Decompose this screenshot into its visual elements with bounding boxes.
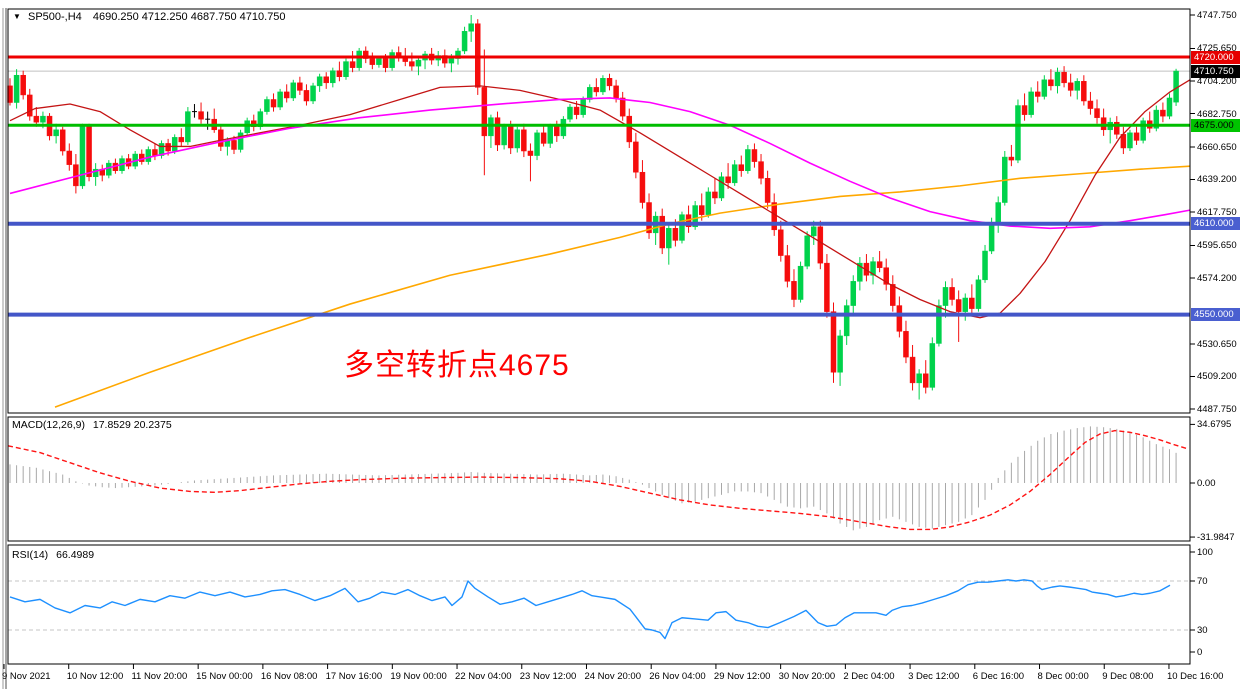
price-badge: 4720.000 [1191,50,1240,64]
price-tick-label: 4509.200 [1197,371,1237,383]
price-badge: 4550.000 [1191,308,1240,322]
rsi-tick-label: 70 [1197,576,1208,587]
text-annotation[interactable]: 多空转折点4675 [344,349,570,382]
price-tick-label: 4704.200 [1197,75,1237,87]
rsi-indicator-name: RSI(14) [12,549,49,561]
time-tick-label: 15 Nov 00:00 [196,671,253,682]
time-tick-label: 30 Nov 20:00 [778,671,836,682]
time-tick-label: 16 Nov 08:00 [260,671,318,682]
time-tick-label: 9 Nov 2021 [2,671,51,682]
price-tick-label: 4487.750 [1197,404,1237,415]
time-tick-label: 6 Dec 16:00 [972,671,1025,682]
rsi-tick-label: 0 [1197,647,1203,658]
time-tick-label: 17 Nov 16:00 [325,671,383,682]
price-tick-label: 4530.650 [1197,338,1237,350]
time-tick-label: 10 Nov 12:00 [66,671,124,682]
time-tick-label: 19 Nov 00:00 [390,671,447,682]
panel-splitter-rsi[interactable] [0,541,1243,544]
macd-indicator-name: MACD(12,26,9) [12,419,85,431]
price-badge: 4675.000 [1191,118,1240,132]
price-tick-label: 4682.750 [1197,108,1237,120]
rsi-panel-label: RSI(14) 66.4989 [12,549,94,561]
macd-panel-label: MACD(12,26,9) 17.8529 20.2375 [12,419,172,431]
time-tick-label: 23 Nov 12:00 [519,671,577,682]
price-tick-label: 4595.650 [1197,240,1237,252]
price-tick-label: 4747.750 [1197,10,1237,21]
panel-splitter-macd[interactable] [0,413,1243,416]
time-tick-label: 10 Dec 16:00 [1166,671,1224,682]
ohlc-values: 4690.250 4712.250 4687.750 4710.750 [92,11,286,23]
time-tick-label: 2 Dec 04:00 [843,671,895,682]
macd-indicator-values: 17.8529 20.2375 [92,419,172,431]
time-tick-label: 11 Nov 20:00 [131,671,188,682]
macd-tick-label: 0.00 [1197,478,1216,489]
time-tick-label: 22 Nov 04:00 [455,671,512,682]
time-tick-label: 26 Nov 04:00 [649,671,706,682]
rsi-tick-label: 100 [1197,547,1213,558]
time-tick-label: 29 Nov 12:00 [713,671,771,682]
time-tick-label: 24 Nov 20:00 [584,671,641,682]
time-tick-label: 9 Dec 08:00 [1102,671,1154,682]
macd-tick-label: -31.9847 [1197,532,1235,544]
collapse-triangle-icon[interactable]: ▼ [13,12,21,21]
rsi-indicator-value: 66.4989 [56,549,95,561]
time-tick-label: 8 Dec 00:00 [1037,671,1089,682]
price-tick-label: 4725.650 [1197,43,1237,55]
price-badge: 4710.750 [1191,64,1240,78]
time-tick-label: 3 Dec 12:00 [908,671,960,682]
rsi-tick-label: 30 [1197,625,1208,636]
macd-tick-label: 34.6795 [1197,419,1232,431]
price-tick-label: 4574.200 [1197,272,1237,284]
price-tick-label: 4660.650 [1197,141,1237,153]
price-tick-label: 4617.750 [1197,207,1237,218]
price-tick-label: 4639.200 [1197,174,1237,186]
symbol-timeframe: SP500-,H4 [27,11,82,23]
price-badge: 4610.000 [1191,217,1240,231]
chart-title: ▼ SP500-,H4 4690.250 4712.250 4687.750 4… [13,11,286,23]
